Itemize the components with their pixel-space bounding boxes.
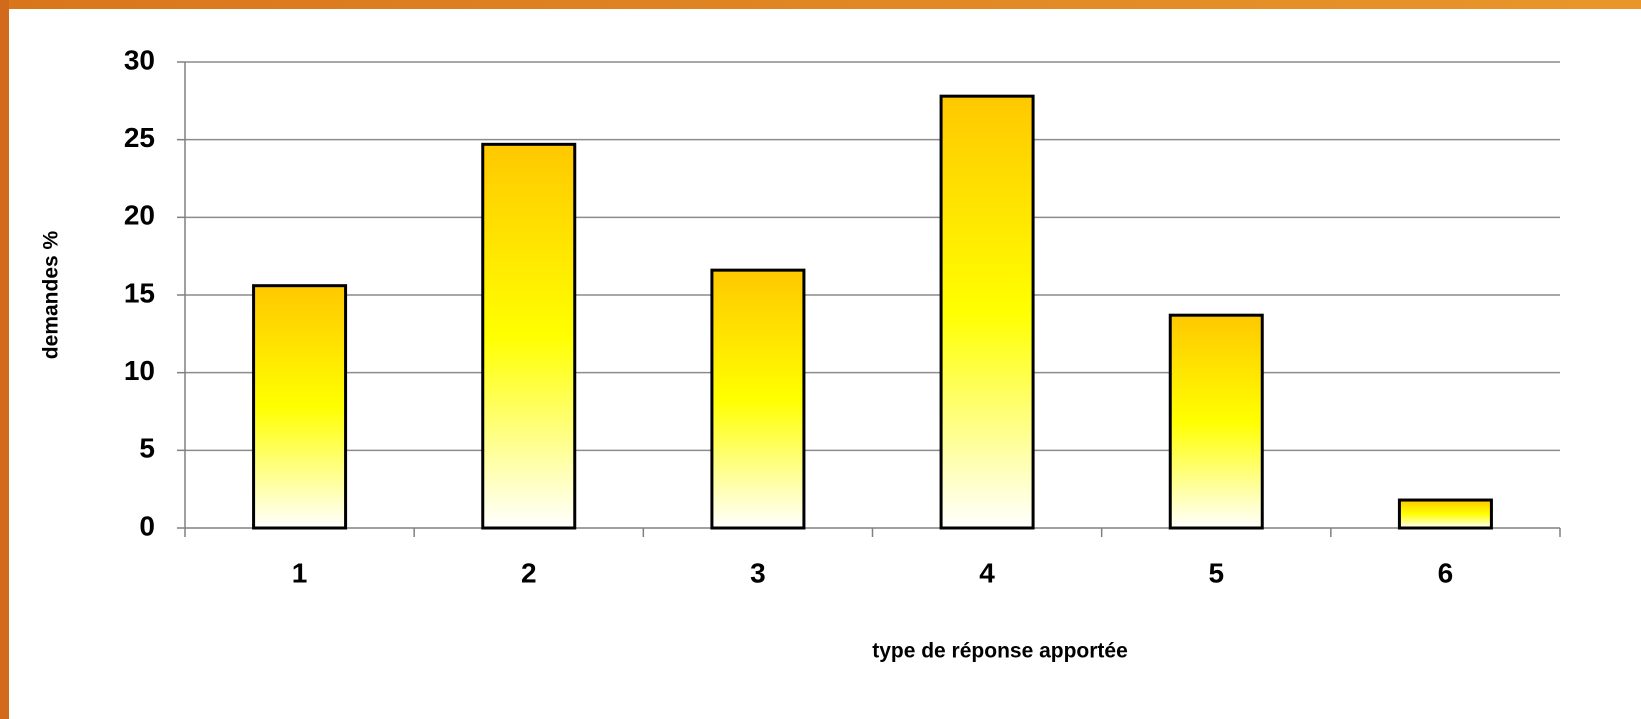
y-tick-label: 15 [124,277,155,308]
x-tick-label: 2 [521,557,537,588]
x-axis-title: type de réponse apportée [872,640,1128,663]
frame-top [0,0,1641,9]
bar [1168,313,1264,530]
frame-left [0,0,9,719]
y-tick-label: 5 [139,433,155,464]
x-tick-label: 3 [750,557,766,588]
bar [710,268,806,530]
x-tick-label: 5 [1208,557,1224,588]
y-tick-label: 0 [139,510,155,541]
y-tick-label: 30 [124,44,155,75]
y-tick-label: 25 [124,122,155,153]
x-tick-label: 4 [979,557,995,588]
bar [1397,498,1493,530]
bar [939,94,1035,530]
x-tick-label: 1 [292,557,308,588]
y-axis-title: demandes % [40,230,63,359]
y-tick-label: 10 [124,355,155,386]
bar [252,284,348,530]
bar [481,142,577,530]
y-tick-label: 20 [124,200,155,231]
x-tick-label: 6 [1438,557,1454,588]
